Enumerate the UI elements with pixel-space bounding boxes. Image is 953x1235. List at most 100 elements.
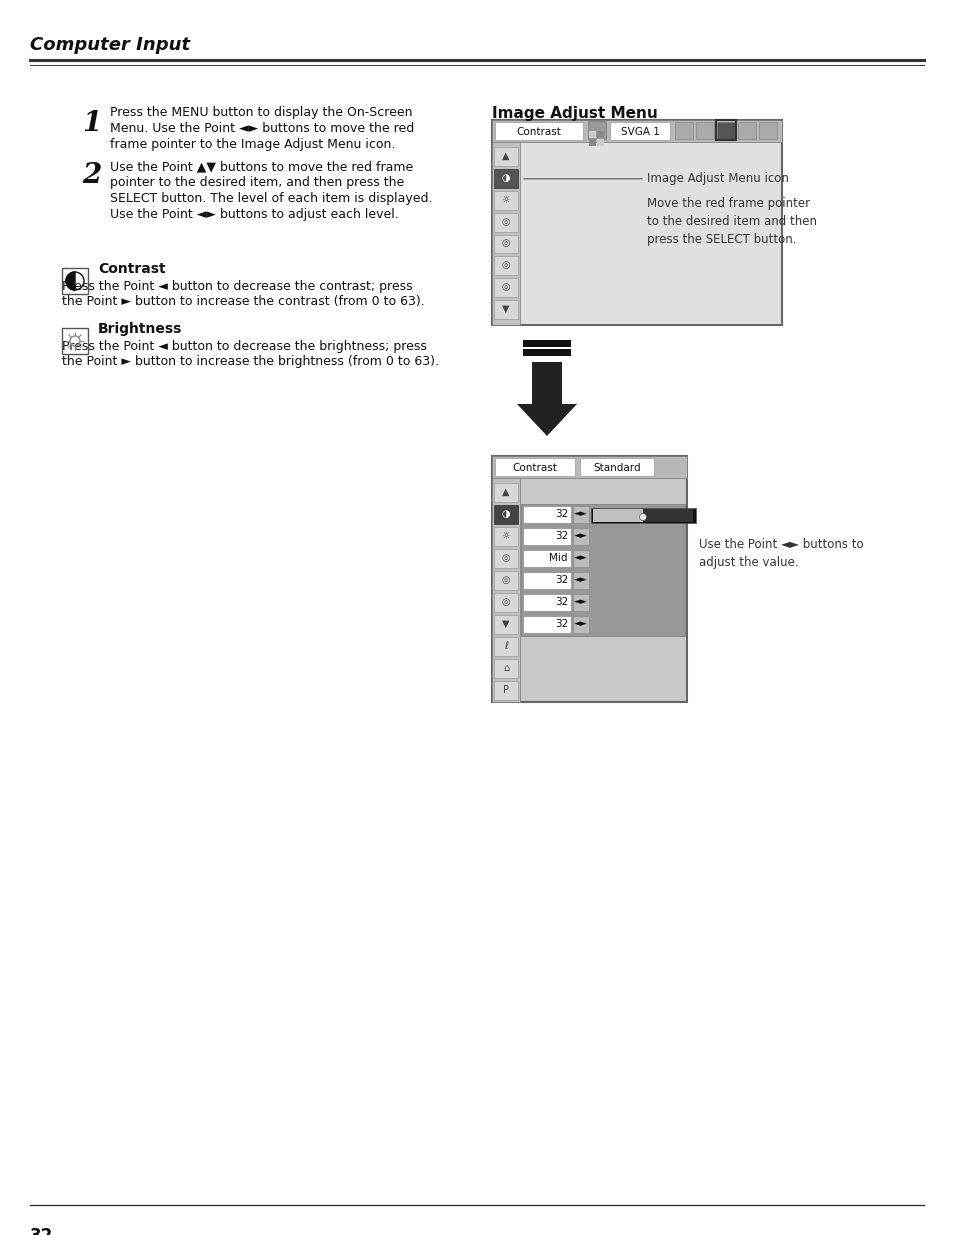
- Text: ◎: ◎: [501, 553, 510, 563]
- Bar: [522, 529, 571, 545]
- Bar: [494, 169, 517, 188]
- Bar: [494, 147, 517, 165]
- Text: ◎: ◎: [501, 597, 510, 606]
- Text: the Point ► button to increase the contrast (from 0 to 63).: the Point ► button to increase the contr…: [62, 295, 424, 308]
- Bar: [495, 122, 582, 140]
- Bar: [494, 235, 517, 253]
- Bar: [522, 350, 571, 356]
- Bar: [494, 300, 517, 319]
- Bar: [494, 527, 517, 546]
- Polygon shape: [66, 272, 75, 290]
- Bar: [588, 131, 596, 138]
- Bar: [716, 120, 735, 140]
- Bar: [597, 140, 603, 146]
- Bar: [587, 121, 605, 140]
- Bar: [738, 122, 755, 140]
- Text: SVGA 1: SVGA 1: [619, 127, 659, 137]
- Text: ▼: ▼: [501, 304, 509, 314]
- Text: ℓ: ℓ: [503, 641, 507, 651]
- Bar: [573, 529, 588, 545]
- Bar: [573, 506, 588, 522]
- Text: ◄►: ◄►: [574, 598, 587, 606]
- Bar: [579, 458, 654, 475]
- Text: Image Adjust Menu: Image Adjust Menu: [492, 106, 657, 121]
- Text: ☼: ☼: [501, 531, 510, 541]
- Text: 1: 1: [82, 110, 101, 137]
- Text: ▲: ▲: [501, 487, 509, 496]
- Text: Press the Point ◄ button to decrease the brightness; press: Press the Point ◄ button to decrease the…: [62, 340, 426, 353]
- Bar: [522, 572, 571, 589]
- Text: 32: 32: [30, 1228, 53, 1235]
- Bar: [494, 483, 517, 501]
- Bar: [522, 616, 571, 634]
- Text: Menu. Use the Point ◄► buttons to move the red: Menu. Use the Point ◄► buttons to move t…: [110, 122, 414, 135]
- Text: 32: 32: [554, 576, 567, 585]
- Text: pointer to the desired item, and then press the: pointer to the desired item, and then pr…: [110, 177, 404, 189]
- Text: ◑: ◑: [501, 173, 510, 183]
- Bar: [573, 572, 588, 589]
- Bar: [522, 506, 571, 522]
- Text: ◄►: ◄►: [574, 510, 587, 519]
- Bar: [492, 120, 781, 142]
- Bar: [492, 456, 686, 701]
- Text: Computer Input: Computer Input: [30, 36, 190, 54]
- Text: Use the Point ◄► buttons to
adjust the value.: Use the Point ◄► buttons to adjust the v…: [699, 538, 862, 569]
- Bar: [696, 122, 713, 140]
- Text: frame pointer to the Image Adjust Menu icon.: frame pointer to the Image Adjust Menu i…: [110, 138, 395, 151]
- Bar: [573, 616, 588, 634]
- Bar: [494, 550, 517, 568]
- Text: 32: 32: [554, 597, 567, 606]
- Text: Press the MENU button to display the On-Screen: Press the MENU button to display the On-…: [110, 106, 412, 119]
- Text: ◎: ◎: [501, 576, 510, 585]
- Bar: [522, 550, 571, 567]
- Bar: [642, 509, 692, 522]
- Circle shape: [639, 514, 646, 520]
- Text: 32: 32: [554, 619, 567, 629]
- Bar: [494, 571, 517, 590]
- Bar: [609, 122, 669, 140]
- Text: Use the Point ◄► buttons to adjust each level.: Use the Point ◄► buttons to adjust each …: [110, 207, 398, 221]
- Text: P: P: [502, 685, 509, 695]
- Bar: [492, 142, 519, 325]
- Text: Brightness: Brightness: [98, 322, 182, 336]
- Text: 32: 32: [554, 509, 567, 519]
- Text: Mid: Mid: [549, 553, 567, 563]
- Text: 2: 2: [82, 162, 101, 189]
- Bar: [520, 504, 684, 636]
- Bar: [62, 268, 88, 294]
- Text: SELECT button. The level of each item is displayed.: SELECT button. The level of each item is…: [110, 191, 432, 205]
- Bar: [717, 122, 734, 140]
- Text: Use the Point ▲▼ buttons to move the red frame: Use the Point ▲▼ buttons to move the red…: [110, 161, 413, 173]
- Bar: [494, 505, 517, 524]
- Text: ◄►: ◄►: [574, 576, 587, 584]
- Text: 32: 32: [554, 531, 567, 541]
- Bar: [573, 594, 588, 611]
- Bar: [522, 340, 571, 347]
- Bar: [494, 257, 517, 275]
- Text: ◎: ◎: [501, 282, 510, 293]
- Bar: [522, 594, 571, 611]
- Bar: [593, 509, 642, 522]
- Bar: [494, 593, 517, 613]
- Bar: [532, 362, 561, 404]
- Text: Move the red frame pointer
to the desired item and then
press the SELECT button.: Move the red frame pointer to the desire…: [646, 198, 816, 246]
- Text: Press the Point ◄ button to decrease the contrast; press: Press the Point ◄ button to decrease the…: [62, 280, 413, 293]
- Bar: [494, 659, 517, 678]
- Bar: [573, 550, 588, 567]
- Text: Contrast: Contrast: [98, 262, 166, 275]
- Text: Standard: Standard: [593, 463, 640, 473]
- Bar: [62, 329, 88, 354]
- Bar: [494, 190, 517, 210]
- Text: the Point ► button to increase the brightness (from 0 to 63).: the Point ► button to increase the brigh…: [62, 354, 438, 368]
- Bar: [675, 122, 692, 140]
- Bar: [590, 508, 696, 522]
- Bar: [494, 212, 517, 231]
- Text: ◎: ◎: [501, 216, 510, 226]
- Bar: [588, 140, 596, 146]
- Text: ◄►: ◄►: [574, 620, 587, 629]
- Text: ▲: ▲: [501, 151, 509, 161]
- Text: Contrast: Contrast: [512, 463, 557, 473]
- Bar: [494, 615, 517, 634]
- Bar: [492, 120, 781, 325]
- Bar: [494, 637, 517, 656]
